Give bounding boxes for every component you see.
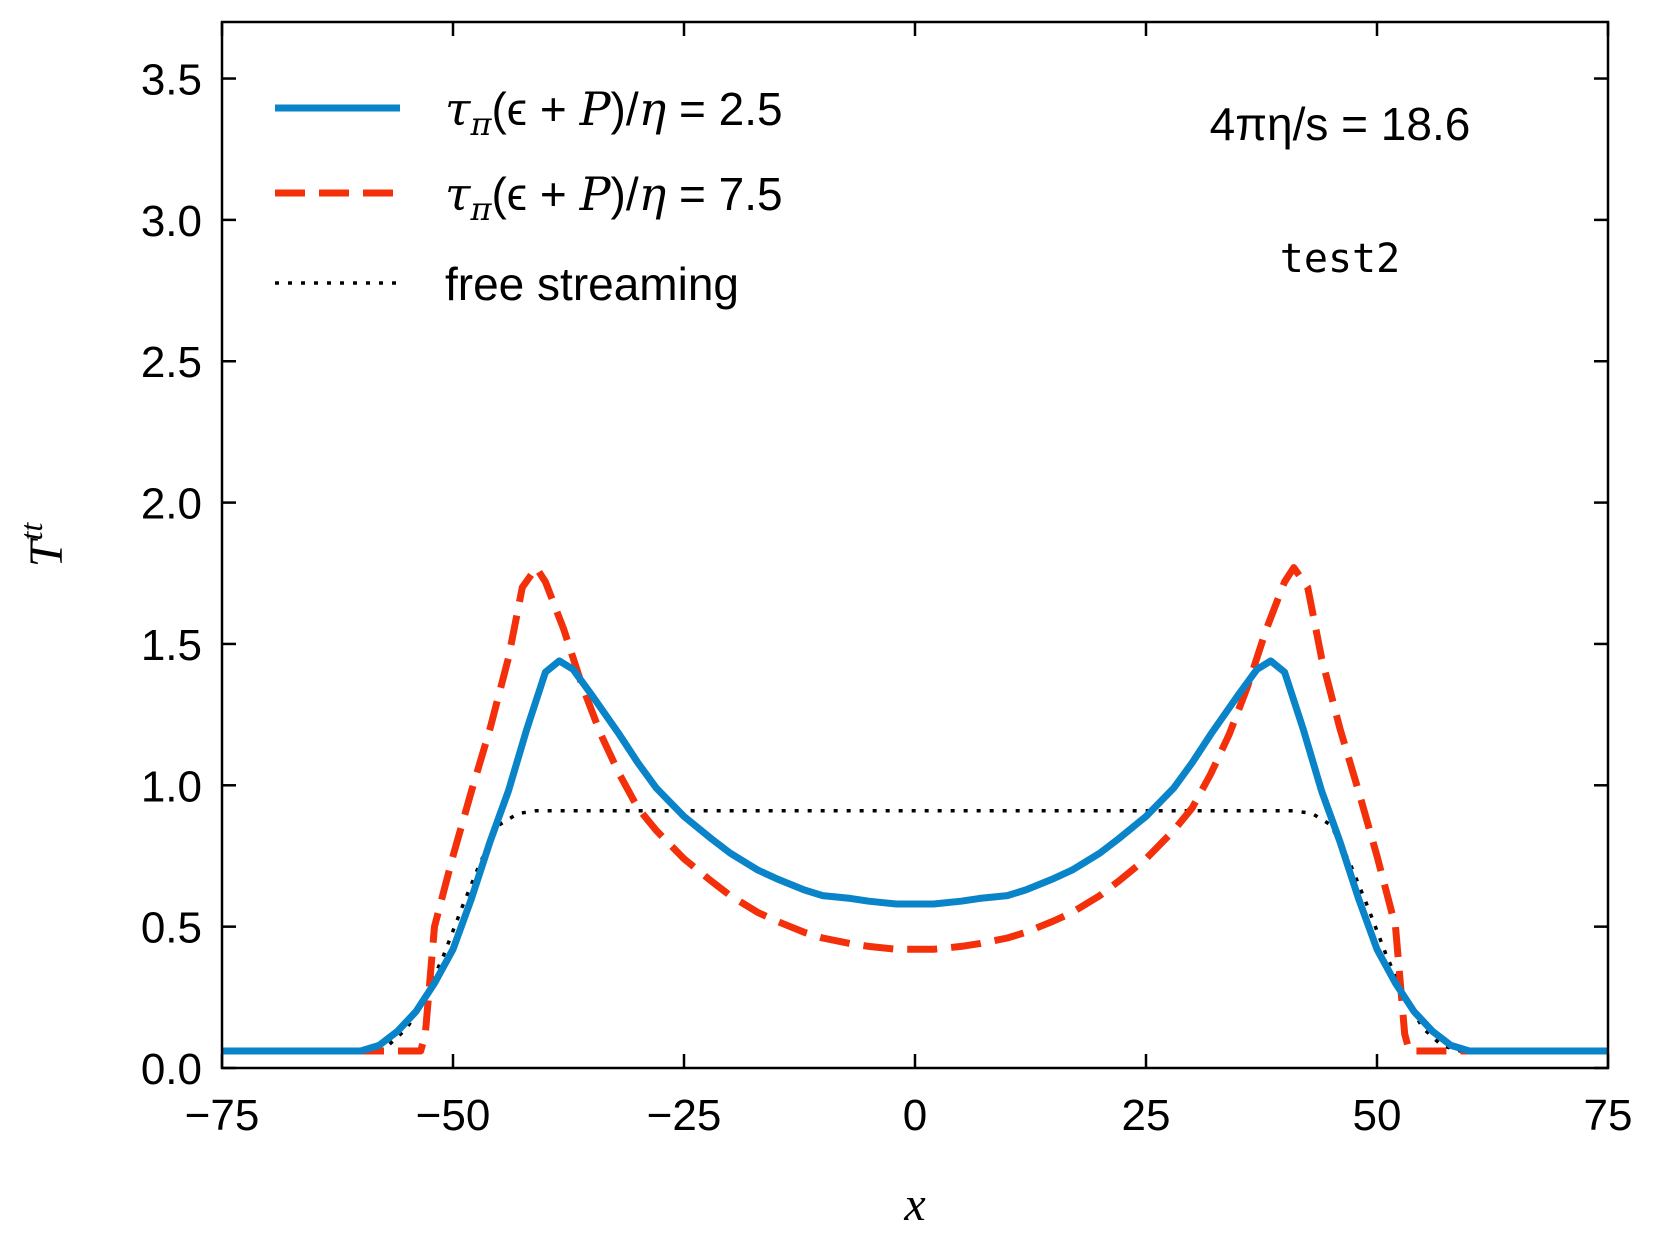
series-line-3 bbox=[222, 808, 1608, 1053]
y-tick-label: 2.0 bbox=[141, 480, 202, 529]
annotation-viscosity: 4πη/s = 18.6 bbox=[1210, 98, 1471, 150]
x-axis-label: x bbox=[903, 1178, 925, 1231]
y-tick-label: 0.5 bbox=[141, 904, 202, 953]
y-tick-label: 1.5 bbox=[141, 621, 202, 670]
plot-frame bbox=[220, 20, 1610, 1070]
x-tick-label: 0 bbox=[903, 1091, 927, 1140]
x-tick-label: −25 bbox=[647, 1091, 722, 1140]
legend-label-series-2: τπ(ϵ + P)/η = 7.5 bbox=[445, 167, 783, 228]
y-tick-label: 3.0 bbox=[141, 197, 202, 246]
y-tick-label: 0.0 bbox=[141, 1045, 202, 1094]
x-tick-label: −75 bbox=[185, 1091, 260, 1140]
legend-label-series-1: τπ(ϵ + P)/η = 2.5 bbox=[445, 82, 783, 143]
legend: τπ(ϵ + P)/η = 2.5 τπ(ϵ + P)/η = 7.5 free… bbox=[275, 82, 783, 310]
y-axis-label-main: T bbox=[20, 537, 73, 567]
series-layer bbox=[222, 564, 1608, 1055]
y-tick-label: 2.5 bbox=[141, 338, 202, 387]
y-tick-label: 3.5 bbox=[141, 56, 202, 105]
y-tick-label: 1.0 bbox=[141, 762, 202, 811]
y-axis-label: Ttt bbox=[13, 522, 73, 568]
x-tick-label: −50 bbox=[416, 1091, 491, 1140]
legend-label-series-3: free streaming bbox=[445, 258, 739, 310]
y-axis-label-superscript: tt bbox=[13, 522, 49, 541]
ticks-layer: −75 −50 −25 0 25 50 75 0.0 0.5 1.0 1.5 2.0 2.5 3.0 3.5 bbox=[141, 22, 1633, 1140]
series-line-1 bbox=[222, 657, 1608, 1055]
x-tick-label: 50 bbox=[1353, 1091, 1402, 1140]
x-tick-label: 25 bbox=[1122, 1091, 1171, 1140]
series-line-2 bbox=[222, 564, 1608, 1055]
x-tick-label: 75 bbox=[1584, 1091, 1633, 1140]
annotation-test-label: test2 bbox=[1280, 236, 1400, 282]
